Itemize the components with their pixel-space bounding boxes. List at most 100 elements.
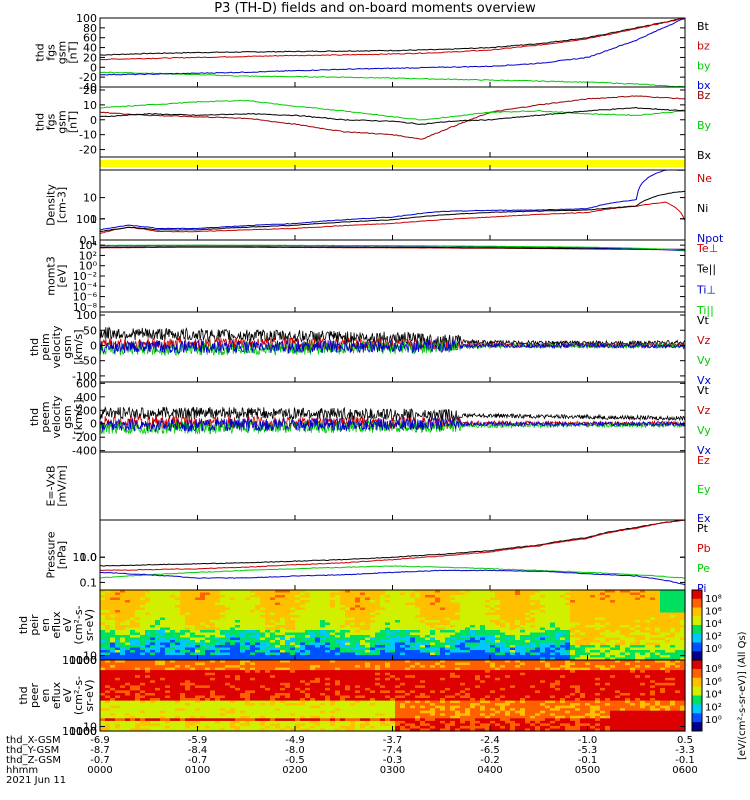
heatmap-cell bbox=[150, 627, 156, 631]
heatmap-cell bbox=[335, 670, 341, 674]
heatmap-cell bbox=[325, 665, 331, 669]
heatmap-cell bbox=[650, 615, 656, 619]
heatmap-cell bbox=[215, 625, 221, 629]
heatmap-cell bbox=[530, 625, 536, 629]
heatmap-cell bbox=[505, 642, 511, 646]
heatmap-cell bbox=[235, 665, 241, 669]
heatmap-cell bbox=[605, 617, 611, 621]
heatmap-cell bbox=[315, 622, 321, 626]
heatmap-cell bbox=[210, 667, 216, 671]
heatmap-cell bbox=[375, 602, 381, 606]
heatmap-cell bbox=[180, 708, 186, 712]
heatmap-cell bbox=[350, 650, 356, 654]
heatmap-cell bbox=[330, 660, 336, 664]
heatmap-cell bbox=[560, 640, 566, 644]
heatmap-cell bbox=[260, 670, 266, 674]
heatmap-cell bbox=[135, 687, 141, 691]
heatmap-cell bbox=[365, 610, 371, 614]
heatmap-cell bbox=[650, 592, 656, 596]
heatmap-cell bbox=[145, 590, 151, 594]
heatmap-cell bbox=[345, 590, 351, 594]
heatmap-cell bbox=[360, 652, 366, 656]
heatmap-cell bbox=[285, 595, 291, 599]
heatmap-cell bbox=[550, 655, 556, 659]
heatmap-cell bbox=[435, 595, 441, 599]
heatmap-cell bbox=[145, 672, 151, 676]
heatmap-cell bbox=[180, 655, 186, 659]
heatmap-cell bbox=[490, 642, 496, 646]
heatmap-cell bbox=[600, 645, 606, 649]
heatmap-cell bbox=[425, 602, 431, 606]
heatmap-cell bbox=[615, 597, 621, 601]
heatmap-cell bbox=[265, 715, 271, 719]
heatmap-cell bbox=[545, 617, 551, 621]
heatmap-cell bbox=[455, 590, 461, 594]
heatmap-cell bbox=[255, 612, 261, 616]
heatmap-cell bbox=[510, 645, 516, 649]
heatmap-cell bbox=[330, 655, 336, 659]
heatmap-cell bbox=[250, 667, 256, 671]
heatmap-cell bbox=[255, 635, 261, 639]
heatmap-cell bbox=[420, 597, 426, 601]
y-axis-label: gsm bbox=[56, 41, 69, 64]
heatmap-cell bbox=[215, 662, 221, 666]
heatmap-cell bbox=[185, 642, 191, 646]
heatmap-cell bbox=[175, 667, 181, 671]
heatmap-cell bbox=[450, 635, 456, 639]
heatmap-cell bbox=[225, 720, 231, 724]
heatmap-cell bbox=[630, 595, 636, 599]
heatmap-cell bbox=[180, 687, 186, 691]
heatmap-cell bbox=[300, 723, 306, 727]
heatmap-cell bbox=[200, 718, 206, 722]
heatmap-cell bbox=[150, 698, 156, 702]
heatmap-cell bbox=[665, 637, 671, 641]
heatmap-cell bbox=[485, 595, 491, 599]
legend-moments_t-Ti⊥: Ti⊥ bbox=[696, 283, 716, 296]
heatmap-cell bbox=[305, 620, 311, 624]
heatmap-cell bbox=[375, 592, 381, 596]
heatmap-cell bbox=[235, 715, 241, 719]
heatmap-cell bbox=[185, 610, 191, 614]
heatmap-cell bbox=[115, 682, 121, 686]
heatmap-cell bbox=[295, 595, 301, 599]
heatmap-cell bbox=[565, 595, 571, 599]
heatmap-cell bbox=[210, 642, 216, 646]
heatmap-cell bbox=[175, 650, 181, 654]
heatmap-cell bbox=[160, 710, 166, 714]
heatmap-cell bbox=[395, 630, 401, 634]
heatmap-cell bbox=[515, 602, 521, 606]
heatmap-cell bbox=[145, 690, 151, 694]
heatmap-cell bbox=[550, 607, 556, 611]
heatmap-cell bbox=[280, 723, 286, 727]
heatmap-cell bbox=[370, 625, 376, 629]
heatmap-cell bbox=[365, 595, 371, 599]
heatmap-cell bbox=[390, 627, 396, 631]
heatmap-cell bbox=[315, 635, 321, 639]
heatmap-cell bbox=[150, 723, 156, 727]
heatmap-cell bbox=[430, 630, 436, 634]
heatmap-cell bbox=[210, 662, 216, 666]
heatmap-cell bbox=[615, 635, 621, 639]
legend-moments_t-Te||: Te|| bbox=[696, 263, 716, 276]
heatmap-cell bbox=[320, 682, 326, 686]
heatmap-cell bbox=[470, 627, 476, 631]
heatmap-cell bbox=[645, 650, 651, 654]
heatmap-cell bbox=[225, 660, 231, 664]
heatmap-cell bbox=[325, 720, 331, 724]
heatmap-cell bbox=[400, 630, 406, 634]
heatmap-cell bbox=[125, 637, 131, 641]
heatmap-cell bbox=[310, 687, 316, 691]
heatmap-cell bbox=[270, 693, 276, 697]
heatmap-cell bbox=[655, 630, 661, 634]
heatmap-cell bbox=[315, 612, 321, 616]
heatmap-cell bbox=[360, 597, 366, 601]
y-tick-label: -400 bbox=[72, 445, 97, 458]
heatmap-cell bbox=[245, 620, 251, 624]
heatmap-cell bbox=[125, 703, 131, 707]
heatmap-cell bbox=[315, 677, 321, 681]
heatmap-cell bbox=[615, 590, 621, 594]
heatmap-cell bbox=[325, 680, 331, 684]
heatmap-cell bbox=[245, 612, 251, 616]
heatmap-cell bbox=[190, 677, 196, 681]
heatmap-cell bbox=[225, 690, 231, 694]
